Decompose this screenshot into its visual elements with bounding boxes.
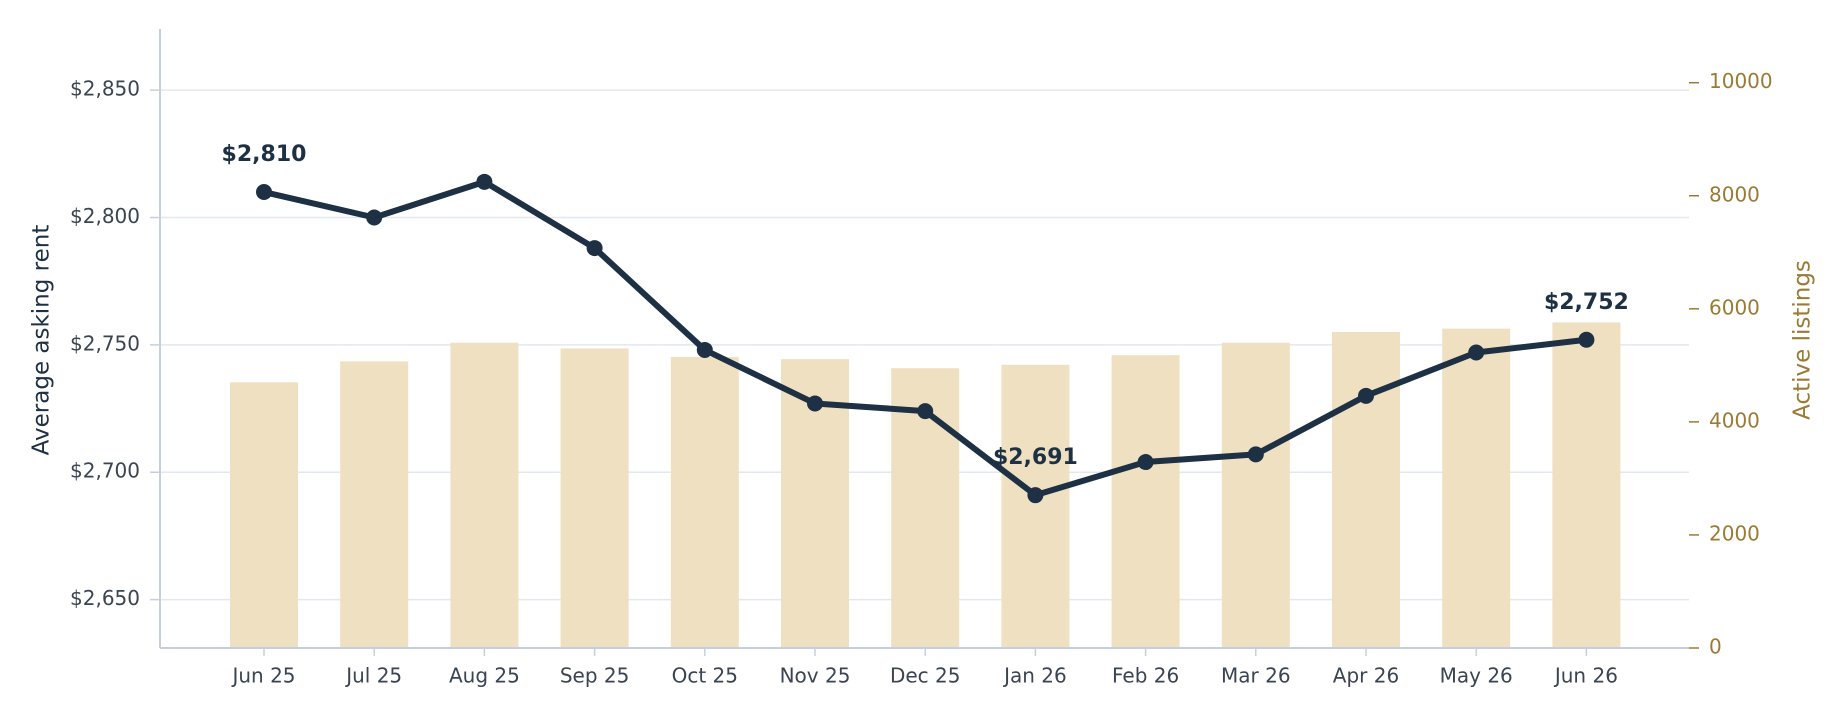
point [696, 341, 713, 358]
x-tick-label: Jul 25 [344, 664, 402, 688]
y2-tick-label: 6000 [1709, 295, 1760, 319]
point [586, 240, 603, 257]
data-label: $2,810 [222, 142, 307, 167]
point [256, 184, 272, 201]
x-tick-label: Nov 25 [780, 664, 851, 688]
bar [230, 382, 298, 648]
y2-axis-title: Active listings [1790, 260, 1816, 420]
y2-tick-label: 2000 [1709, 521, 1760, 545]
bar [1221, 342, 1290, 648]
x-tick-label: Aug 25 [449, 664, 520, 688]
y2-tick-label: 8000 [1709, 182, 1760, 206]
bar [340, 361, 409, 648]
y2-tick-label: 0 [1709, 635, 1722, 659]
data-label: $2,691 [993, 445, 1078, 470]
x-tick-label: Mar 26 [1221, 664, 1291, 688]
x-tick-label: May 26 [1440, 664, 1513, 688]
point [1027, 487, 1044, 504]
bar [560, 348, 629, 648]
point [1358, 387, 1374, 404]
x-tick-label: Jun 26 [1553, 664, 1618, 688]
y2-tick-label: 10000 [1709, 69, 1773, 93]
data-label: $2,752 [1544, 290, 1629, 315]
y-tick-label: $2,650 [70, 586, 140, 610]
y-tick-label: $2,850 [70, 77, 140, 101]
bar [450, 342, 519, 648]
x-tick-label: Jan 26 [1002, 664, 1067, 688]
bar [1001, 364, 1070, 648]
x-tick-label: Feb 26 [1112, 664, 1179, 688]
y-tick-label: $2,700 [70, 459, 140, 483]
point [1468, 344, 1485, 361]
y-tick-label: $2,800 [70, 204, 140, 228]
point [1137, 454, 1154, 471]
bar [1332, 331, 1400, 648]
x-tick-label: Apr 26 [1333, 664, 1399, 688]
point [917, 403, 934, 420]
y-tick-label: $2,750 [70, 331, 140, 355]
point [807, 395, 823, 412]
bar [670, 356, 739, 648]
x-tick-label: Jun 25 [230, 664, 295, 688]
point [366, 209, 383, 226]
bar [1442, 328, 1511, 648]
x-tick-label: Sep 25 [560, 664, 630, 688]
point [1578, 331, 1595, 348]
y-axis-title: Average asking rent [29, 225, 55, 456]
bar [1552, 322, 1621, 648]
x-tick-label: Oct 25 [672, 664, 738, 688]
y2-tick-label: 4000 [1709, 408, 1760, 432]
x-tick-label: Dec 25 [890, 664, 961, 688]
point [476, 173, 493, 190]
bar [1111, 355, 1180, 648]
point [1247, 446, 1264, 463]
